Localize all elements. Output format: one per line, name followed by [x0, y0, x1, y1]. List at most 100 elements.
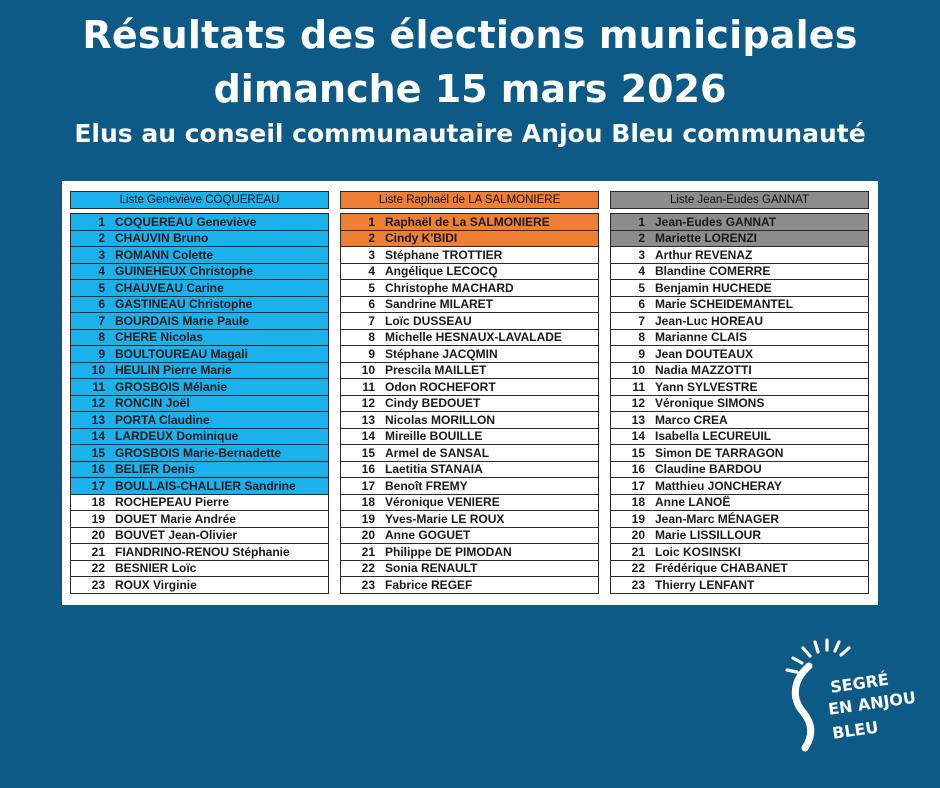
candidate-row: 17 Benoît FREMY [341, 477, 598, 494]
candidate-rank: 18 [631, 495, 645, 510]
candidate-row: 18 ROCHEPEAU Pierre [71, 493, 328, 511]
candidate-name: Armel de SANSAL [385, 445, 490, 460]
candidate-rank: 21 [361, 544, 375, 559]
candidate-rank: 4 [638, 264, 645, 279]
results-table: Liste Geneviève COQUEREAU 1 COQUEREAU Gen… [62, 181, 878, 605]
election-date: dimanche 15 mars 2026 [213, 67, 727, 111]
candidate-rank: 23 [631, 577, 645, 592]
candidate-row: 23 Fabrice REGEF [341, 576, 598, 593]
candidate-list: 1 Jean-Eudes GANNAT 2 Mariette LORENZI 3 Arth… [610, 213, 869, 594]
candidate-name: Laetitia STANAIA [385, 462, 483, 477]
candidate-row: 3 Stéphane TROTTIER [341, 246, 598, 263]
candidate-row: 10 Nadia MAZZOTTI [611, 361, 868, 379]
candidate-row: 7 Loïc DUSSEAU [341, 312, 598, 329]
candidate-rank: 20 [91, 528, 105, 543]
candidate-row: 21 FIANDRINO-RENOU Stéphanie [71, 543, 328, 560]
candidate-row: 5 CHAUVEAU Carine [71, 279, 328, 296]
candidate-rank: 15 [361, 445, 375, 460]
candidate-name: Jean-Eudes GANNAT [655, 214, 777, 229]
candidate-name: Véronique VENIERE [385, 495, 500, 510]
candidate-rank: 8 [368, 330, 375, 345]
candidate-row: 10 HEULIN Pierre Marie [71, 361, 328, 378]
candidate-list: 1 COQUEREAU Geneviève 2 CHAUVIN Bruno 3 ROMAN… [70, 213, 329, 594]
candidate-row: 16 Laetitia STANAIA [341, 460, 598, 478]
candidate-name: BOULLAIS-CHALLIER Sandrine [115, 478, 296, 493]
candidate-name: Marianne CLAIS [655, 330, 748, 345]
candidate-name: Raphaël de La SALMONIERE [385, 214, 550, 229]
candidate-name: Loïc DUSSEAU [385, 313, 472, 328]
candidate-name: BELIER Denis [115, 462, 196, 477]
candidate-rank: 17 [91, 478, 105, 493]
candidate-row: 13 Marco CREA [611, 411, 868, 428]
candidate-name: Jean-Luc HOREAU [655, 313, 764, 328]
candidate-rank: 13 [631, 412, 645, 427]
candidate-rank: 13 [91, 412, 105, 427]
candidate-rank: 21 [91, 544, 105, 559]
candidate-name: Sonia RENAULT [385, 561, 478, 576]
candidate-rank: 19 [91, 511, 105, 526]
candidate-name: HEULIN Pierre Marie [115, 363, 232, 378]
candidate-name: Nadia MAZZOTTI [655, 363, 752, 378]
candidate-row: 13 PORTA Claudine [71, 411, 328, 428]
candidate-rank: 6 [638, 297, 645, 312]
candidate-rank: 23 [361, 577, 375, 592]
candidate-rank: 17 [361, 478, 375, 493]
candidate-name: Michelle HESNAUX-LAVALADE [385, 330, 562, 345]
candidate-list: 1 Raphaël de La SALMONIERE 2 Cindy K'BIDI 3 S… [340, 213, 599, 594]
candidate-row: 11 GROSBOIS Mélanie [71, 378, 328, 395]
candidate-row: 15 Simon DE TARRAGON [611, 444, 868, 461]
candidate-row: 21 Loic KOSINSKI [611, 543, 868, 560]
candidate-name: CHERE Nicolas [115, 330, 204, 345]
candidate-name: BOULTOUREAU Magali [115, 346, 248, 361]
candidate-name: CHAUVIN Bruno [115, 231, 209, 246]
list-column: Liste Raphaël de LA SALMONIERE 1 Raphaël … [340, 191, 599, 594]
candidate-name: BOURDAIS Marie Paule [115, 313, 250, 328]
candidate-row: 9 Jean DOUTEAUX [611, 345, 868, 362]
candidate-rank: 11 [632, 379, 645, 394]
candidate-rank: 9 [638, 346, 645, 361]
candidate-name: GROSBOIS Mélanie [115, 379, 228, 394]
candidate-name: Simon DE TARRAGON [655, 445, 784, 460]
candidate-rank: 10 [631, 363, 645, 378]
candidate-rank: 20 [631, 528, 645, 543]
candidate-row: 3 Arthur REVENAZ [611, 246, 868, 263]
candidate-name: Philippe DE PIMODAN [385, 544, 512, 559]
candidate-name: Nicolas MORILLON [385, 412, 496, 427]
candidate-row: 7 BOURDAIS Marie Paule [71, 312, 328, 329]
candidate-name: Stéphane JACQMIN [385, 346, 498, 361]
candidate-name: Mariette LORENZI [655, 231, 758, 246]
candidate-rank: 13 [361, 412, 375, 427]
candidate-name: PORTA Claudine [115, 412, 210, 427]
candidate-rank: 16 [631, 462, 645, 477]
candidate-name: BOUVET Jean-Olivier [115, 528, 238, 543]
candidate-rank: 6 [98, 297, 105, 312]
candidate-rank: 14 [361, 429, 375, 444]
candidate-name: Anne GOGUET [385, 528, 471, 543]
candidate-row: 17 Matthieu JONCHERAY [611, 477, 868, 494]
list-header: Liste Jean-Eudes GANNAT [610, 191, 869, 209]
candidate-rank: 21 [631, 544, 645, 559]
candidate-row: 20 Marie LISSILLOUR [611, 526, 868, 544]
candidate-rank: 4 [98, 264, 105, 279]
candidate-name: Mireille BOUILLE [385, 429, 483, 444]
candidate-row: 19 Jean-Marc MÉNAGER [611, 510, 868, 527]
candidate-rank: 3 [368, 247, 375, 262]
candidate-row: 21 Philippe DE PIMODAN [341, 543, 598, 560]
candidate-row: 6 Sandrine MILARET [341, 295, 598, 313]
candidate-name: DOUET Marie Andrée [115, 511, 236, 526]
candidate-row: 8 CHERE Nicolas [71, 328, 328, 345]
candidate-name: Benjamin HUCHEDE [655, 280, 772, 295]
candidate-rank: 14 [631, 429, 645, 444]
candidate-row: 3 ROMANN Colette [71, 246, 328, 263]
candidate-name: CHAUVEAU Carine [115, 280, 224, 295]
candidate-rank: 14 [91, 429, 105, 444]
candidate-rank: 8 [638, 330, 645, 345]
candidate-name: GROSBOIS Marie-Bernadette [115, 445, 282, 460]
candidate-row: 19 DOUET Marie Andrée [71, 510, 328, 527]
candidate-row: 6 Marie SCHEIDEMANTEL [611, 295, 868, 313]
candidate-name: Yann SYLVESTRE [655, 379, 758, 394]
candidate-row: 1 Raphaël de La SALMONIERE [341, 214, 598, 230]
candidate-rank: 12 [361, 396, 375, 411]
candidate-name: GASTINEAU Christophe [115, 297, 253, 312]
candidate-name: Cindy BEDOUET [385, 396, 481, 411]
